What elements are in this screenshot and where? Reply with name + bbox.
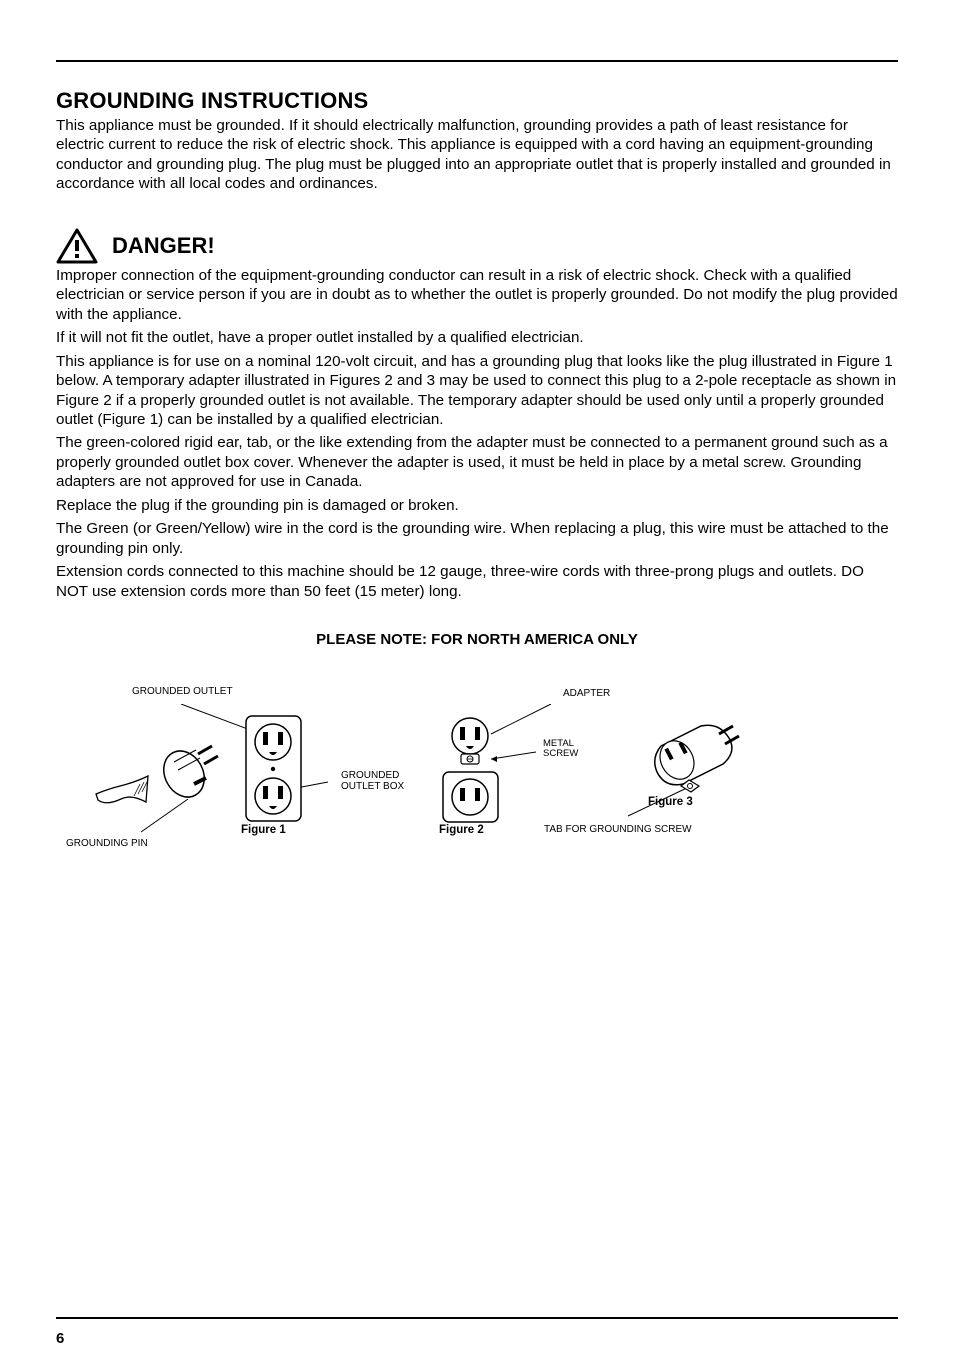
figure-1-illustration bbox=[86, 704, 346, 839]
label-grounded-outlet-box: GROUNDED OUTLET BOX bbox=[341, 771, 421, 792]
label-grounding-pin: GROUNDING PIN bbox=[66, 838, 148, 849]
danger-paragraph-3: This appliance is for use on a nominal 1… bbox=[56, 352, 898, 430]
danger-paragraph-6: The Green (or Green/Yellow) wire in the … bbox=[56, 519, 898, 558]
figures-area: GROUNDED OUTLET GROUNDED OUTLET BOX GROU… bbox=[56, 676, 898, 886]
section-heading: GROUNDING INSTRUCTIONS bbox=[56, 88, 898, 114]
danger-heading: DANGER! bbox=[112, 233, 215, 259]
danger-paragraph-7: Extension cords connected to this machin… bbox=[56, 562, 898, 601]
label-adapter: ADAPTER bbox=[563, 688, 610, 699]
danger-paragraph-4: The green-colored rigid ear, tab, or the… bbox=[56, 433, 898, 491]
figure-2-illustration bbox=[431, 704, 561, 839]
danger-paragraph-5: Replace the plug if the grounding pin is… bbox=[56, 496, 898, 515]
danger-paragraph-2: If it will not fit the outlet, have a pr… bbox=[56, 328, 898, 347]
danger-heading-row: DANGER! bbox=[56, 228, 898, 264]
region-note: PLEASE NOTE: FOR NORTH AMERICA ONLY bbox=[56, 631, 898, 648]
rule-bottom bbox=[56, 1317, 898, 1319]
danger-paragraph-1: Improper connection of the equipment-gro… bbox=[56, 266, 898, 324]
intro-paragraph: This appliance must be grounded. If it s… bbox=[56, 116, 898, 194]
page-number: 6 bbox=[56, 1330, 64, 1347]
warning-triangle-icon bbox=[56, 228, 98, 264]
label-grounded-outlet: GROUNDED OUTLET bbox=[132, 686, 233, 697]
figure-3-illustration bbox=[601, 716, 751, 826]
page: GROUNDING INSTRUCTIONS This appliance mu… bbox=[0, 0, 954, 1371]
rule-top bbox=[56, 60, 898, 62]
